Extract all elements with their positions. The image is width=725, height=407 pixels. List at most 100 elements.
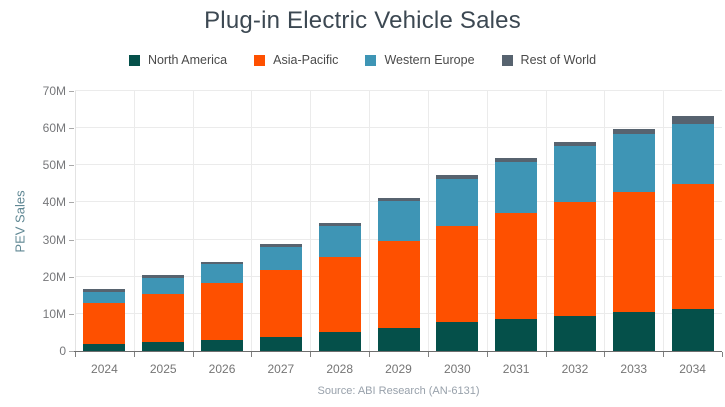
bar-2027-western-europe[interactable] xyxy=(259,247,302,271)
gridline-vertical xyxy=(486,91,488,351)
plot-area xyxy=(69,90,722,352)
bar-2026-north-america[interactable] xyxy=(201,339,244,351)
x-axis-tick xyxy=(75,352,76,357)
gridline-horizontal xyxy=(75,127,722,129)
x-axis-label-2033: 2033 xyxy=(620,362,648,376)
y-axis-title: PEV Sales xyxy=(12,190,28,253)
bar-2033-rest-of-world[interactable] xyxy=(612,128,655,135)
bar-2032-western-europe[interactable] xyxy=(553,146,596,202)
bar-2032-asia-pacific[interactable] xyxy=(553,201,596,316)
bar-2026-asia-pacific[interactable] xyxy=(201,282,244,340)
y-axis-tick xyxy=(69,202,74,204)
bar-2032-north-america[interactable] xyxy=(553,315,596,351)
x-axis-label-2034: 2034 xyxy=(679,362,706,376)
x-axis-tick xyxy=(192,352,194,357)
x-axis-label-2031: 2031 xyxy=(502,362,530,376)
bar-2026-rest-of-world[interactable] xyxy=(201,261,244,265)
bar-2029-western-europe[interactable] xyxy=(377,200,420,241)
x-axis-tick xyxy=(369,352,371,357)
bar-2029-north-america[interactable] xyxy=(377,327,420,351)
bar-2028-north-america[interactable] xyxy=(318,332,361,351)
bar-2028-rest-of-world[interactable] xyxy=(318,222,361,226)
bar-2030-north-america[interactable] xyxy=(436,322,479,351)
y-axis-tick-label: 40M xyxy=(42,195,66,210)
legend-item-asia-pacific[interactable]: Asia-Pacific xyxy=(254,53,338,67)
gridline-horizontal xyxy=(75,164,722,166)
bar-2029-rest-of-world[interactable] xyxy=(377,197,420,201)
y-axis-tick-label: 60M xyxy=(42,121,66,136)
gridline-vertical xyxy=(192,91,194,351)
bar-2034-asia-pacific[interactable] xyxy=(671,183,714,310)
x-axis-label-2030: 2030 xyxy=(443,362,471,376)
y-axis-tick-label: 50M xyxy=(42,158,66,173)
x-axis-label-2026: 2026 xyxy=(208,362,236,376)
y-axis-tick-label: 70M xyxy=(42,84,66,98)
legend-label: Western Europe xyxy=(384,53,475,67)
x-axis-tick xyxy=(133,352,135,357)
y-axis-tick-label: 0 xyxy=(59,344,66,358)
bar-2030-asia-pacific[interactable] xyxy=(436,226,479,323)
bar-2024-asia-pacific[interactable] xyxy=(83,302,126,345)
bar-2026-western-europe[interactable] xyxy=(201,264,244,283)
bar-2030-western-europe[interactable] xyxy=(436,179,479,227)
bar-2025-north-america[interactable] xyxy=(142,342,185,351)
bar-2028-asia-pacific[interactable] xyxy=(318,256,361,333)
legend-label: Asia-Pacific xyxy=(273,53,339,67)
bar-2031-asia-pacific[interactable] xyxy=(495,212,538,320)
rest-of-world-swatch-icon xyxy=(501,54,513,66)
y-axis-tick xyxy=(69,313,74,315)
bar-2032-rest-of-world[interactable] xyxy=(553,141,596,147)
bar-2034-rest-of-world[interactable] xyxy=(671,116,714,125)
gridline-vertical xyxy=(369,91,371,351)
bar-2025-western-europe[interactable] xyxy=(142,277,185,294)
legend-label: Rest of World xyxy=(520,53,597,67)
bar-2031-north-america[interactable] xyxy=(495,319,538,351)
bar-2034-western-europe[interactable] xyxy=(671,124,714,184)
bar-2028-western-europe[interactable] xyxy=(318,225,361,257)
bar-2029-asia-pacific[interactable] xyxy=(377,240,420,328)
bar-2024-western-europe[interactable] xyxy=(83,291,126,303)
bar-2034-north-america[interactable] xyxy=(671,309,714,351)
legend-label: North America xyxy=(147,53,228,67)
x-axis-tick xyxy=(663,352,665,357)
x-axis-line xyxy=(69,351,722,352)
x-axis-tick xyxy=(604,352,606,357)
bar-2033-western-europe[interactable] xyxy=(612,134,655,192)
x-axis-label-2032: 2032 xyxy=(561,362,589,376)
gridline-vertical xyxy=(427,91,429,351)
gridline-horizontal xyxy=(75,90,722,91)
bar-2030-rest-of-world[interactable] xyxy=(436,175,479,180)
bar-2031-rest-of-world[interactable] xyxy=(495,157,538,163)
y-axis-line xyxy=(75,91,76,351)
bar-2031-western-europe[interactable] xyxy=(495,162,538,213)
bar-2027-asia-pacific[interactable] xyxy=(259,270,302,338)
x-axis-label-2029: 2029 xyxy=(385,362,412,376)
bar-2025-rest-of-world[interactable] xyxy=(142,274,185,278)
x-axis-label-2028: 2028 xyxy=(326,362,354,376)
gridline-vertical xyxy=(133,91,135,351)
legend: North America Asia-Pacific Western Europe R… xyxy=(0,53,725,67)
bar-2024-north-america[interactable] xyxy=(83,344,126,351)
legend-item-north-america[interactable]: North America xyxy=(128,53,228,67)
y-axis-tick xyxy=(69,91,74,92)
bar-2024-rest-of-world[interactable] xyxy=(83,288,126,292)
x-axis-tick xyxy=(486,352,488,357)
gridline-vertical xyxy=(545,91,547,351)
asia-pacific-swatch-icon xyxy=(254,54,266,66)
x-axis-tick xyxy=(251,352,253,357)
bar-2025-asia-pacific[interactable] xyxy=(142,293,185,343)
x-axis-tick xyxy=(545,352,547,357)
bar-2027-north-america[interactable] xyxy=(259,337,302,351)
x-axis-label-2027: 2027 xyxy=(267,362,295,376)
north-america-swatch-icon xyxy=(128,54,140,66)
legend-item-western-europe[interactable]: Western Europe xyxy=(365,53,475,67)
y-axis-tick xyxy=(69,239,74,241)
bar-2033-asia-pacific[interactable] xyxy=(612,191,655,312)
bar-2027-rest-of-world[interactable] xyxy=(259,243,302,248)
legend-item-rest-of-world[interactable]: Rest of World xyxy=(501,53,597,67)
y-axis-tick xyxy=(69,276,74,278)
x-axis-label-2024: 2024 xyxy=(91,362,118,376)
bar-2033-north-america[interactable] xyxy=(612,311,655,351)
chart-title: Plug-in Electric Vehicle Sales xyxy=(204,7,521,34)
